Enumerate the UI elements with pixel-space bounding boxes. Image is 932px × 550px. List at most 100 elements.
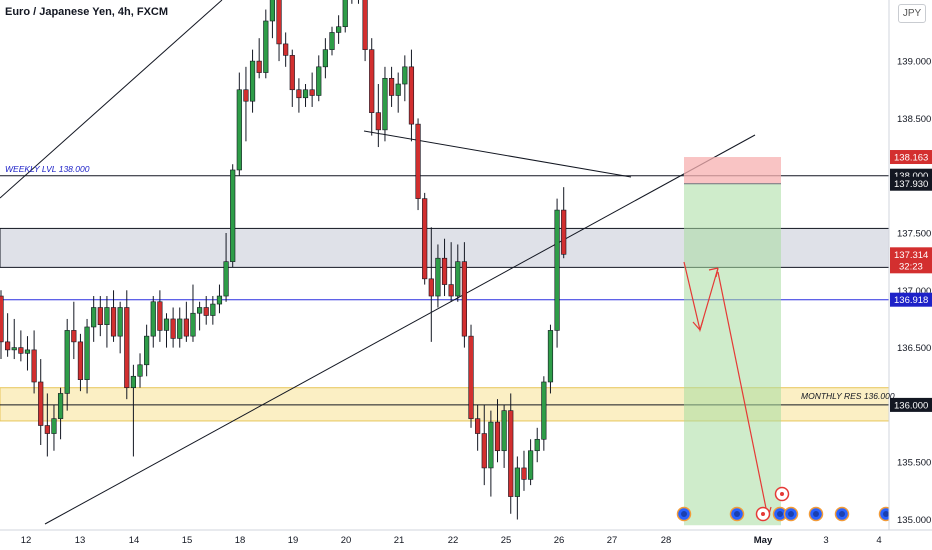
arrowhead-high: [708, 267, 719, 278]
candle-body: [0, 295, 4, 343]
projection-arrows: [683, 261, 772, 519]
candle-body: [336, 26, 342, 33]
candle-body: [514, 467, 520, 497]
descending-trendline: [363, 130, 632, 178]
trendlines-layer: [0, 0, 756, 525]
candle-body: [71, 330, 77, 343]
candle-body: [183, 318, 189, 337]
time-tick-label: 4: [876, 535, 881, 546]
event-marker-dot: [883, 511, 889, 517]
price-label-text: 136.000: [894, 400, 928, 411]
candle-body: [369, 49, 375, 113]
price-tick-label: 137.000: [897, 286, 931, 297]
event-marker-dot: [788, 511, 794, 517]
rising-trendline: [44, 134, 756, 525]
time-tick-label: 15: [182, 535, 193, 546]
candle-body: [329, 32, 335, 50]
price-label-tag: [890, 292, 932, 307]
time-tick-label: 20: [341, 535, 352, 546]
price-tick-label: 135.500: [897, 458, 931, 469]
time-tick-label: May: [754, 535, 773, 546]
target-zone: [684, 183, 781, 526]
candle-body: [190, 312, 196, 337]
candle-body: [289, 55, 295, 91]
candle-body: [130, 375, 137, 389]
candle-body: [508, 410, 514, 497]
candle-body: [18, 347, 24, 354]
candle-body: [402, 66, 408, 85]
candle-body: [322, 49, 328, 68]
time-tick-label: 27: [607, 535, 618, 546]
price-label-tag: [890, 176, 932, 191]
time-tick-label: 13: [75, 535, 86, 546]
candle-body: [104, 307, 110, 325]
time-tick-label: 3: [823, 535, 828, 546]
time-tick-label: 28: [661, 535, 672, 546]
time-tick-label: 21: [394, 535, 405, 546]
price-tick-label: 137.500: [897, 229, 931, 240]
time-tick-label: 22: [448, 535, 459, 546]
candle-body: [91, 307, 97, 328]
candle-body: [382, 77, 388, 131]
candle-body: [362, 0, 368, 50]
candle-body: [163, 318, 170, 331]
candle-body: [342, 0, 348, 28]
candle-body: [475, 418, 481, 434]
candle-body: [97, 307, 103, 325]
candle-body: [309, 89, 315, 96]
event-marker-dot: [813, 511, 819, 517]
event-marker-dot: [777, 511, 783, 517]
candle-body: [117, 307, 123, 337]
price-tick-label: 135.000: [897, 515, 931, 526]
candle-body: [283, 43, 289, 56]
time-tick-label: 25: [501, 535, 512, 546]
projection-path-long: [717, 271, 769, 519]
candle-body: [488, 421, 494, 469]
price-label-text: 138.163: [894, 153, 928, 164]
time-axis: 12 13 14 15 18 19 20 21 22 25 26 27 28 May 3 4: [0, 529, 932, 550]
time-tick-label: 18: [235, 535, 246, 546]
event-marker-dot: [761, 512, 765, 516]
candle-body: [256, 60, 262, 73]
candle-body: [124, 307, 130, 389]
candle-body: [236, 89, 242, 171]
price-label-text: 138.000: [894, 171, 928, 182]
candle-body: [230, 169, 236, 262]
candle-body: [448, 284, 454, 297]
candle-body: [455, 261, 461, 297]
price-label-tag: [890, 150, 932, 165]
short-position-tool[interactable]: [684, 157, 781, 526]
candle-body: [422, 198, 428, 280]
candle-body: [441, 257, 448, 285]
event-marker-dot: [734, 511, 740, 517]
price-label-text: 137.930: [894, 179, 928, 190]
candle-body: [388, 77, 395, 96]
currency-badge[interactable]: JPY: [898, 4, 926, 23]
candle-body: [534, 438, 540, 452]
candle-body: [428, 278, 434, 297]
candle-body: [64, 330, 70, 394]
event-marker-dot: [681, 511, 687, 517]
candle-body: [157, 301, 163, 331]
monthly-res-label: MONTHLY RES 136.000: [801, 391, 895, 401]
upper-trendline: [0, 0, 223, 199]
candle-body: [203, 307, 209, 316]
arrowhead-low: [692, 319, 704, 331]
price-tick-label: 136.500: [897, 343, 931, 354]
candle-body: [216, 295, 223, 305]
candle-body: [501, 410, 507, 452]
price-label-tag: [890, 397, 932, 412]
candle-body: [243, 89, 249, 102]
price-tick-label: 139.000: [897, 57, 931, 68]
time-tick-label: 12: [21, 535, 32, 546]
time-tick-label: 19: [288, 535, 299, 546]
chart-title: Euro / Japanese Yen, 4h, FXCM: [5, 6, 169, 18]
candle-body: [395, 83, 401, 96]
candle-body: [197, 307, 203, 314]
candle-body: [302, 89, 309, 99]
candle-body: [408, 66, 415, 125]
candle-body: [375, 112, 381, 131]
candle-body: [461, 261, 468, 337]
